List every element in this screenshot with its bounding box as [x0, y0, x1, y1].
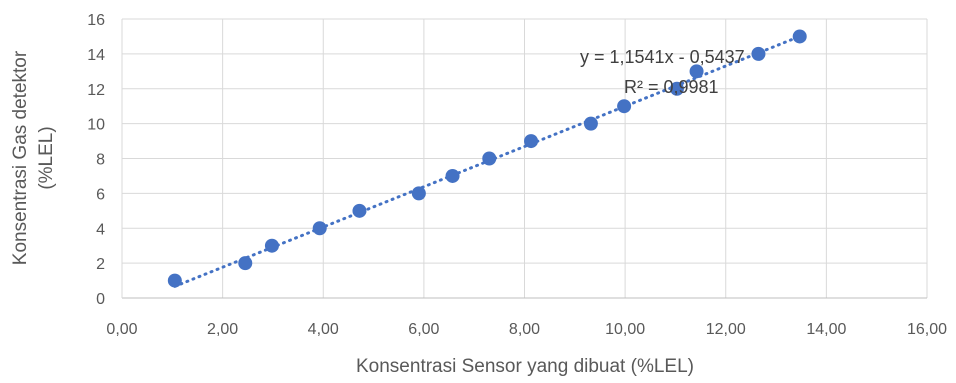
trendline-equation: y = 1,1541x - 0,5437	[580, 47, 745, 67]
y-axis-title-line-1: Konsentrasi Gas detektor	[10, 50, 31, 265]
data-point	[583, 116, 598, 131]
data-point	[689, 64, 704, 79]
y-tick-label: 14	[87, 47, 105, 64]
data-point	[617, 99, 632, 114]
data-point	[524, 134, 539, 149]
data-point	[167, 273, 182, 288]
x-tick-label: 12,00	[706, 321, 746, 338]
data-point	[751, 46, 766, 61]
x-axis-title: Konsentrasi Sensor yang dibuat (%LEL)	[356, 356, 694, 377]
data-point	[264, 238, 279, 253]
x-tick-label: 4,00	[308, 321, 339, 338]
y-tick-label: 12	[87, 82, 105, 99]
x-tick-label: 0,00	[106, 321, 137, 338]
data-point	[482, 151, 497, 166]
y-tick-label: 10	[87, 117, 105, 134]
y-tick-label: 16	[87, 12, 105, 29]
x-tick-label: 14,00	[806, 321, 846, 338]
y-tick-label: 8	[96, 152, 105, 169]
y-axis-title: Konsentrasi Gas detektor (%LEL)	[10, 50, 57, 265]
data-point	[445, 168, 460, 183]
x-tick-label: 10,00	[605, 321, 645, 338]
data-point	[669, 81, 684, 96]
axes	[121, 19, 927, 299]
y-tick-label: 0	[96, 291, 105, 308]
x-tick-label: 6,00	[408, 321, 439, 338]
x-tick-label: 8,00	[509, 321, 540, 338]
gridlines	[122, 18, 928, 298]
x-tick-label: 2,00	[207, 321, 238, 338]
data-point	[411, 186, 426, 201]
data-point	[792, 29, 807, 44]
data-point	[352, 203, 367, 218]
data-points	[167, 29, 807, 288]
data-point	[312, 221, 327, 236]
y-tick-label: 6	[96, 186, 105, 203]
trendline-r-squared: R² = 0,9981	[624, 77, 719, 97]
tick-labels: 0 2 4 6 8 10 12 14 16 0,00 2,00 4,00 6,00 8,00 10,00 12…	[87, 12, 947, 338]
y-tick-label: 4	[96, 221, 105, 238]
x-tick-label: 16,00	[907, 321, 947, 338]
data-point	[238, 256, 253, 271]
y-axis-title-line-2: (%LEL)	[36, 126, 57, 189]
y-tick-label: 2	[96, 256, 105, 273]
